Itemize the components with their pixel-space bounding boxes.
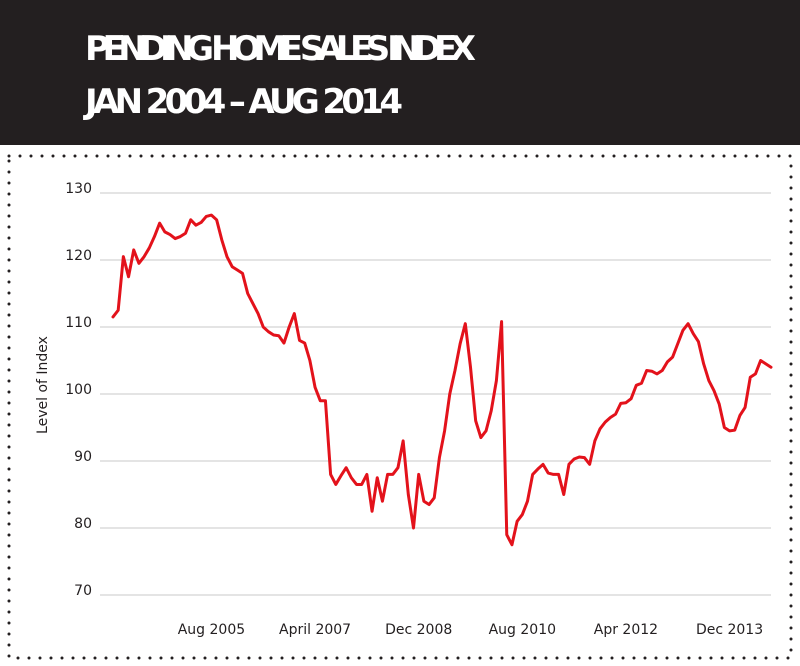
- y-tick-label: 120: [65, 248, 92, 264]
- y-axis-title: Level of Index: [35, 336, 51, 434]
- x-tick-label: Dec 2013: [696, 622, 763, 638]
- dotted-frame: [7, 154, 793, 660]
- y-tick-label: 110: [65, 315, 92, 331]
- x-tick-label: Aug 2010: [489, 622, 556, 638]
- index-line: [111, 213, 773, 547]
- y-tick-label: 130: [65, 181, 92, 197]
- y-tick-label: 100: [65, 382, 92, 398]
- x-tick-label: Aug 2005: [178, 622, 245, 638]
- chart-subtitle: JAN 2004 – AUG 2014: [83, 82, 403, 122]
- chart-title: PENDING HOME SALES INDEX: [85, 29, 476, 69]
- x-tick-label: April 2007: [279, 622, 351, 638]
- x-tick-label: Dec 2008: [385, 622, 452, 638]
- header-band: [0, 0, 800, 145]
- y-tick-label: 90: [74, 449, 92, 465]
- x-tick-label: Apr 2012: [594, 622, 658, 638]
- y-tick-label: 70: [74, 583, 92, 599]
- y-tick-label: 80: [74, 516, 92, 532]
